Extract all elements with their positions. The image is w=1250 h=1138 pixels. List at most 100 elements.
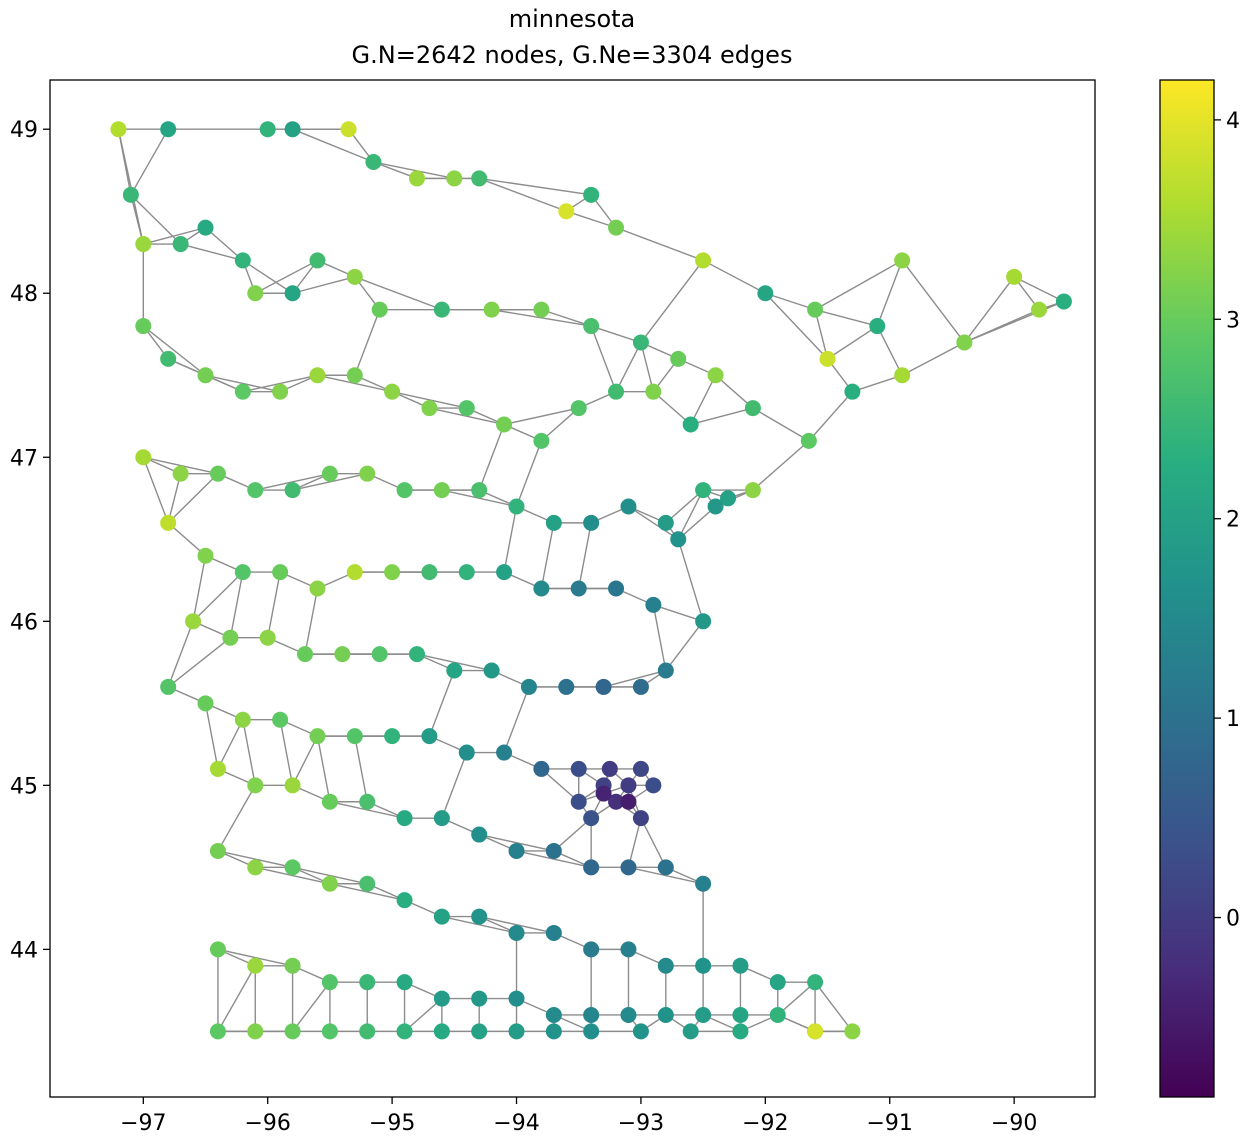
graph-node [396, 892, 413, 909]
graph-node [844, 383, 861, 400]
graph-node [620, 777, 637, 794]
graph-edge [329, 801, 405, 819]
graph-node [384, 564, 401, 581]
graph-node [533, 301, 550, 318]
graph-node [346, 268, 363, 285]
graph-edge [553, 817, 592, 852]
graph-node [247, 777, 264, 794]
graph-edge [640, 817, 667, 868]
graph-edge [827, 325, 878, 360]
graph-node [657, 662, 674, 679]
graph-node [632, 760, 649, 777]
graph-node [545, 1006, 562, 1023]
graph-edge [428, 670, 455, 737]
graph-node [359, 875, 376, 892]
graph-node [160, 350, 177, 367]
graph-node [769, 1006, 786, 1023]
graph-edge [329, 883, 405, 901]
graph-node [620, 941, 637, 958]
graph-edge [130, 194, 144, 245]
graph-edge [690, 407, 754, 426]
x-tick-label: −92 [742, 1111, 788, 1136]
graph-edge [901, 341, 965, 376]
graph-node [433, 908, 450, 925]
graph-node [545, 1023, 562, 1040]
graph-node [172, 236, 189, 253]
graph-node [446, 662, 463, 679]
graph-node [284, 285, 301, 302]
graph-node [800, 432, 817, 449]
graph-edge [541, 308, 592, 327]
graph-edge [242, 374, 318, 393]
graph-node [172, 465, 189, 482]
y-tick-label: 44 [10, 938, 38, 963]
graph-node [657, 957, 674, 974]
graph-node [160, 678, 177, 695]
graph-edge [354, 735, 368, 802]
graph-node [384, 383, 401, 400]
graph-node [209, 760, 226, 777]
graph-node [844, 1023, 861, 1040]
graph-node [321, 974, 338, 991]
graph-node [558, 203, 575, 220]
graph-edge [255, 866, 331, 885]
graph-edge [503, 506, 518, 573]
graph-node [321, 793, 338, 810]
graph-node [583, 186, 600, 203]
graph-node [483, 662, 500, 679]
graph-edge [479, 915, 554, 934]
graph-node [408, 646, 425, 663]
graph-edge [590, 325, 642, 344]
x-tick-label: −97 [120, 1111, 166, 1136]
graph-node [309, 728, 326, 745]
colorbar-tick-label: 2 [1226, 508, 1240, 533]
graph-edge [441, 489, 517, 508]
graph-node [632, 678, 649, 695]
graph-node [601, 760, 618, 777]
graph-node [433, 301, 450, 318]
graph-edge [479, 833, 554, 852]
graph-edge [814, 259, 903, 311]
graph-node [471, 990, 488, 1007]
graph-edge [217, 719, 244, 770]
graph-edge [615, 342, 642, 392]
y-tick-label: 49 [10, 118, 38, 143]
graph-node [894, 367, 911, 384]
graph-edge [540, 522, 555, 589]
graph-node [185, 613, 202, 630]
graph-edge [229, 571, 244, 638]
graph-node [807, 301, 824, 318]
plot-frame [49, 79, 1096, 1098]
y-tick-label: 48 [10, 282, 38, 307]
graph-node [483, 301, 500, 318]
graph-node [458, 564, 475, 581]
graph-edge [167, 473, 219, 524]
colorbar-tick-label: 0 [1226, 907, 1240, 932]
graph-node [744, 482, 761, 499]
x-tick-label: −93 [618, 1111, 664, 1136]
graph-edge [652, 604, 667, 671]
graph-edge [876, 260, 903, 327]
graph-node [620, 793, 637, 810]
graph-node [1055, 293, 1072, 310]
graph-node [433, 990, 450, 1007]
graph-edge [130, 128, 169, 196]
graph-node [732, 1023, 749, 1040]
graph-edge [540, 768, 580, 803]
colorbar [1159, 79, 1215, 1098]
graph-node [209, 842, 226, 859]
graph-node [272, 711, 289, 728]
graph-node [807, 1023, 824, 1040]
graph-node [645, 383, 662, 400]
graph-node [533, 432, 550, 449]
graph-edge [205, 227, 244, 261]
graph-edge [677, 539, 704, 622]
graph-node [508, 990, 525, 1007]
graph-edge [627, 817, 642, 868]
graph-node [595, 785, 612, 802]
graph-edge [653, 604, 704, 622]
graph-node [682, 1023, 699, 1040]
graph-node [583, 1006, 600, 1023]
graph-node [1006, 268, 1023, 285]
